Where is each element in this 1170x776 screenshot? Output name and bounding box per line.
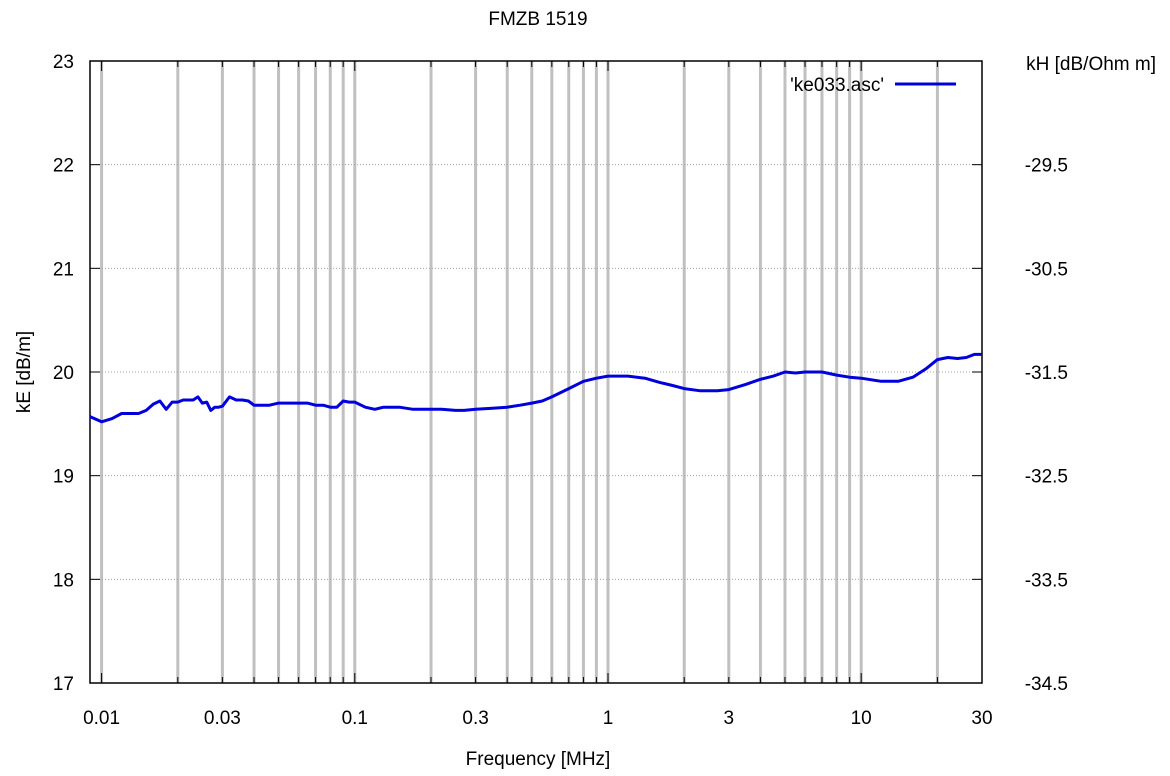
chart-title: FMZB 1519 [488,9,587,30]
x-tick-label: 1 [603,708,614,729]
y-axis-label: kE [dB/m] [14,331,35,413]
x-tick-labels: 0.01 0.03 0.1 0.3 1 3 10 30 [83,708,992,729]
x-tick-label: 0.01 [83,708,120,729]
y2-axis-label: kH [dB/Ohm m] [1026,54,1156,75]
series-group [89,352,982,424]
x-tick-label: 10 [851,708,872,729]
y2-tick-labels: -34.5 -33.5 -32.5 -31.5 -30.5 -29.5 [1025,156,1068,695]
y-tick-label: 18 [53,570,74,591]
y-tick-label: 17 [53,674,74,695]
y2-tick-label: -31.5 [1025,363,1068,384]
y2-tick-label: -29.5 [1025,156,1068,177]
x-tick-label: 30 [971,708,992,729]
y2-tick-label: -30.5 [1025,259,1068,280]
x-tick-label: 3 [724,708,735,729]
legend: 'ke033.asc' [790,75,956,96]
y-tick-label: 21 [53,259,74,280]
legend-label: 'ke033.asc' [790,75,884,96]
y2-tick-label: -32.5 [1025,467,1068,488]
ticks [90,60,982,684]
y2-tick-label: -34.5 [1025,674,1068,695]
y-tick-labels: 17 18 19 20 21 22 23 [53,52,74,695]
y-tick-label: 22 [53,156,74,177]
series-line [89,352,982,424]
y2-tick-label: -33.5 [1025,570,1068,591]
x-tick-label: 0.3 [462,708,488,729]
x-axis-label: Frequency [MHz] [466,749,611,770]
y-tick-label: 19 [53,467,74,488]
x-tick-label: 0.1 [342,708,368,729]
y-tick-label: 23 [53,52,74,73]
y-tick-label: 20 [53,363,74,384]
x-tick-label: 0.03 [204,708,241,729]
